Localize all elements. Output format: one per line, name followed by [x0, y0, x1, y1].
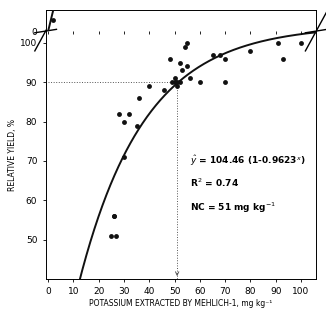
Point: [298, 40, 304, 45]
Point: [223, 80, 228, 85]
Point: [116, 111, 122, 116]
Point: [217, 52, 223, 57]
Point: [134, 123, 139, 128]
Point: [174, 80, 180, 85]
Point: [172, 76, 177, 81]
Point: [114, 233, 119, 238]
Point: [109, 233, 114, 238]
Point: [111, 213, 116, 218]
Point: [177, 60, 182, 65]
Point: [177, 80, 182, 85]
Point: [276, 40, 281, 45]
Point: [185, 64, 190, 69]
Y-axis label: RELATIVE YIELD, %: RELATIVE YIELD, %: [8, 119, 17, 191]
Text: NC = 51 mg kg$^{-1}$: NC = 51 mg kg$^{-1}$: [190, 200, 275, 215]
Point: [137, 95, 142, 100]
Point: [147, 84, 152, 89]
Point: [167, 56, 172, 61]
Point: [174, 84, 180, 89]
Point: [180, 68, 185, 73]
Point: [111, 213, 116, 218]
Point: [187, 76, 192, 81]
Point: [197, 80, 202, 85]
Point: [185, 40, 190, 45]
Point: [182, 44, 187, 49]
Point: [210, 52, 215, 57]
Point: [121, 119, 126, 124]
Point: [121, 154, 126, 159]
Point: [51, 18, 56, 23]
Point: [248, 48, 253, 53]
Point: [162, 87, 167, 93]
Text: $\hat{y}$ = 104.46 (1-0.9623$^{x}$): $\hat{y}$ = 104.46 (1-0.9623$^{x}$): [190, 153, 305, 168]
Point: [281, 56, 286, 61]
Point: [170, 80, 175, 85]
Point: [172, 80, 177, 85]
Point: [126, 111, 132, 116]
X-axis label: POTASSIUM EXTRACTED BY MEHLICH-1, mg kg⁻¹: POTASSIUM EXTRACTED BY MEHLICH-1, mg kg⁻…: [89, 299, 273, 308]
Point: [223, 56, 228, 61]
Text: R$^{2}$ = 0.74: R$^{2}$ = 0.74: [190, 177, 239, 189]
